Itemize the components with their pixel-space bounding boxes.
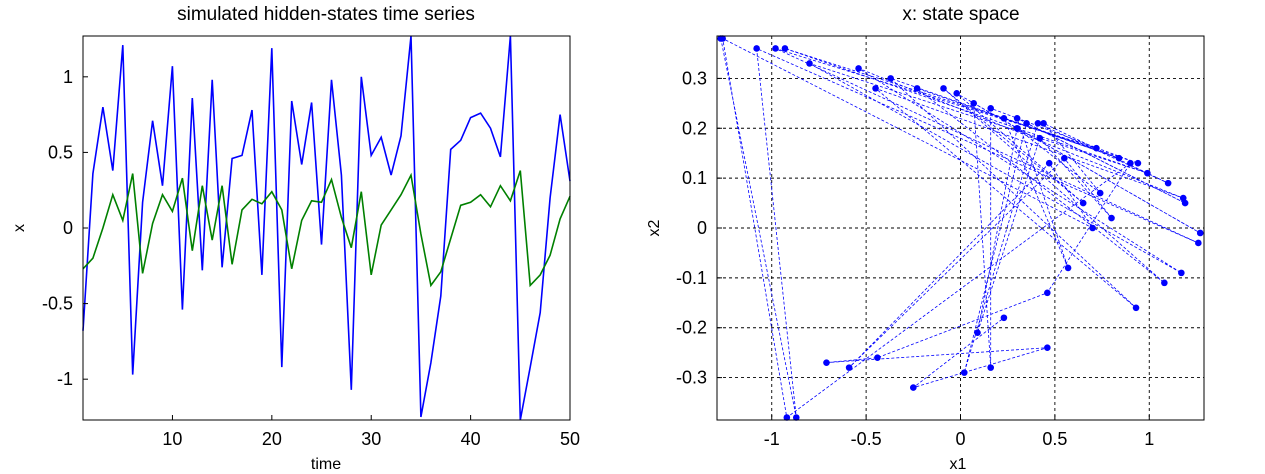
y-tick-label-2: -0.1: [676, 268, 707, 288]
state-point-34: [1089, 224, 1096, 232]
x-tick-label-1: -0.5: [851, 429, 882, 449]
y-tick-label-6: 0.3: [682, 68, 707, 88]
series-line-2: [82, 170, 571, 288]
state-point-1: [719, 35, 726, 42]
state-point-8: [887, 75, 894, 82]
state-point-52: [783, 414, 791, 421]
state-point-12: [970, 100, 978, 107]
state-point-30: [1181, 199, 1189, 207]
state-point-23: [1093, 144, 1100, 152]
state-point-6: [855, 65, 862, 72]
state-point-47: [874, 354, 881, 361]
state-space-plot-area: -1 -0.5 0 0.5 1 -0.3 -0.2 -0.1 0 0.1 0.2 0.3: [676, 35, 1205, 449]
state-point-32: [1108, 214, 1115, 222]
state-point-2: [753, 45, 760, 52]
state-point-9: [913, 85, 921, 92]
state-point-22: [1045, 159, 1053, 167]
state-point-17: [1034, 119, 1042, 127]
y-tick-label-3: 0.5: [48, 142, 73, 162]
state-point-19: [1013, 124, 1021, 132]
state-point-18: [1040, 119, 1047, 127]
state-point-7: [872, 85, 879, 92]
state-point-5: [806, 60, 813, 67]
y-tick-label-5: 0.2: [682, 118, 707, 138]
y-tick-label-0: -1: [57, 369, 73, 389]
state-point-44: [987, 364, 995, 371]
state-point-43: [1000, 314, 1008, 322]
x-tick-label-4: 1: [1144, 429, 1154, 449]
x-tick-label-0: 10: [162, 429, 182, 449]
left-chart-title: simulated hidden-states time series: [177, 4, 475, 25]
x-tick-label-3: 40: [461, 429, 481, 449]
state-point-15: [1013, 114, 1021, 122]
state-point-29: [1179, 194, 1187, 202]
state-point-11: [953, 90, 961, 97]
state-point-27: [1144, 169, 1151, 177]
time-series-plot-area: 10 20 30 40 50 -1 -0.5 0 0.5 1: [42, 35, 580, 449]
right-y-axis-label: x2: [646, 219, 663, 236]
state-point-14: [1000, 114, 1008, 122]
x-tick-label-0: -1: [764, 429, 780, 449]
y-tick-label-4: 0.1: [682, 168, 707, 188]
state-point-26: [1134, 159, 1142, 167]
y-tick-label-3: 0: [697, 218, 707, 238]
x-tick-label-2: 30: [361, 429, 381, 449]
state-point-28: [1164, 179, 1172, 187]
x-tick-label-4: 50: [560, 429, 580, 449]
state-space-panel: x: state space -1 -0.5 0 0.5 1 -0.3 -0.2 -0.1 0 0…: [646, 4, 1205, 473]
state-point-41: [1044, 289, 1051, 297]
state-point-35: [1196, 229, 1204, 237]
state-point-3: [772, 45, 779, 52]
time-series-panel: simulated hidden-states time series 10 20…: [11, 4, 580, 473]
state-point-16: [1023, 119, 1030, 127]
y-tick-label-2: 0: [63, 218, 73, 238]
state-point-36: [1195, 239, 1202, 247]
right-x-axis-label: x1: [950, 456, 967, 473]
state-point-46: [960, 369, 968, 376]
state-point-50: [910, 384, 917, 391]
left-x-axis-label: time: [311, 456, 341, 473]
series-line-1: [82, 35, 571, 421]
state-point-31: [1096, 189, 1104, 197]
axes-box: [82, 35, 571, 421]
state-point-4: [781, 45, 789, 52]
y-tick-label-1: -0.5: [42, 294, 73, 314]
x-tick-label-1: 20: [262, 429, 282, 449]
state-point-25: [1127, 159, 1134, 167]
left-y-axis-label: x: [11, 224, 28, 232]
right-chart-title: x: state space: [902, 4, 1019, 25]
x-tick-label-3: 0.5: [1042, 429, 1067, 449]
state-point-21: [1061, 154, 1068, 162]
state-point-45: [974, 329, 981, 337]
state-point-49: [823, 359, 830, 366]
state-point-38: [1161, 279, 1168, 287]
state-point-39: [1132, 304, 1140, 312]
state-point-40: [1064, 264, 1072, 272]
state-point-10: [940, 85, 947, 92]
state-point-20: [1036, 134, 1044, 142]
state-point-48: [845, 364, 853, 371]
state-point-33: [1079, 199, 1087, 207]
state-point-51: [792, 414, 800, 421]
x-tick-label-2: 0: [955, 429, 965, 449]
state-point-37: [1178, 269, 1185, 277]
state-point-24: [1115, 154, 1123, 162]
y-tick-label-1: -0.2: [676, 318, 707, 338]
state-point-13: [987, 105, 995, 112]
state-point-42: [1044, 344, 1051, 351]
y-tick-label-0: -0.3: [676, 368, 707, 388]
y-tick-label-4: 1: [63, 67, 73, 87]
